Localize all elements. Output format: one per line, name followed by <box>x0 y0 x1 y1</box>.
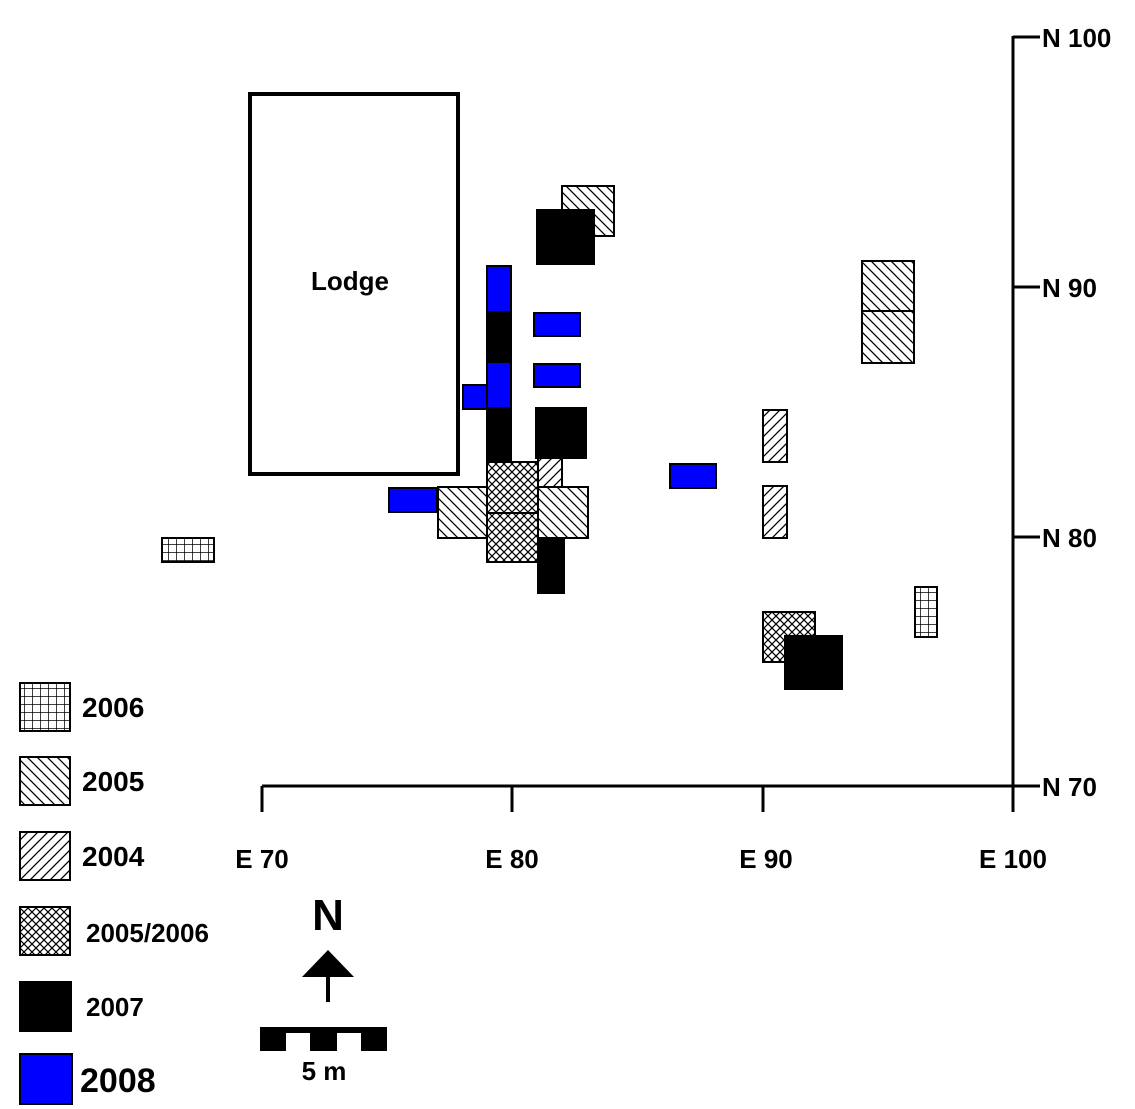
lodge-label: Lodge <box>311 266 389 296</box>
lodge: Lodge <box>248 92 460 476</box>
scale-bar: 5 m <box>260 1027 387 1086</box>
legend-swatch-crosshatch <box>19 906 71 956</box>
unit-2007 <box>784 635 843 690</box>
unit-2006 <box>161 537 215 563</box>
unit-2008 <box>533 312 581 337</box>
unit-2007 <box>535 407 587 459</box>
legend-label: 2004 <box>82 841 145 872</box>
x-tick-label: E 100 <box>979 844 1047 874</box>
unit-2008 <box>462 384 488 410</box>
legend-swatch-grid <box>19 682 71 732</box>
unit-2008 <box>388 487 438 513</box>
north-arrow-icon <box>302 950 354 977</box>
unit-2008 <box>486 361 512 409</box>
grid-axes <box>260 35 1040 812</box>
unit-2007 <box>536 209 595 265</box>
excavation-units <box>161 185 938 690</box>
y-tick-label: N 80 <box>1042 523 1097 553</box>
legend-labels: 2006 2005 2004 2005/2006 2007 2008 <box>80 692 209 1100</box>
legend-label: 2008 <box>80 1062 156 1100</box>
legend-swatch-hatch-forward <box>19 831 71 881</box>
legend-swatch-solid-blue <box>19 1053 73 1105</box>
scale-label: 5 m <box>302 1056 347 1086</box>
legend-label: 2006 <box>82 692 144 723</box>
unit-2005 <box>537 486 589 539</box>
unit-2008 <box>669 463 717 489</box>
unit-2005 <box>437 486 489 539</box>
legend-label: 2005/2006 <box>86 918 209 948</box>
legend-label: 2005 <box>82 766 144 797</box>
x-tick-label: E 90 <box>739 844 793 874</box>
north-label: N <box>312 891 344 940</box>
y-tick-label: N 100 <box>1042 23 1111 53</box>
unit-2004 <box>762 409 788 463</box>
unit-2005 <box>861 310 915 364</box>
unit-2007 <box>486 311 512 363</box>
unit-2005-2006 <box>486 512 539 563</box>
unit-2007 <box>537 537 565 594</box>
x-tick-label: E 70 <box>235 844 289 874</box>
x-tick-label: E 80 <box>485 844 539 874</box>
unit-2005 <box>861 260 915 312</box>
north-arrow: N <box>302 891 354 1002</box>
unit-2004 <box>762 485 788 539</box>
legend-label: 2007 <box>86 992 144 1022</box>
unit-2004 <box>537 457 563 488</box>
y-tick-label: N 90 <box>1042 273 1097 303</box>
unit-2008 <box>533 363 581 388</box>
unit-2007 <box>486 407 512 463</box>
legend <box>19 682 73 1105</box>
legend-swatch-hatch-back <box>19 756 71 806</box>
x-axis-labels: E 70 E 80 E 90 E 100 <box>235 844 1047 874</box>
legend-swatch-solid-black <box>19 981 72 1032</box>
unit-2006 <box>914 586 938 638</box>
unit-2005-2006 <box>486 461 539 514</box>
unit-2008 <box>486 265 512 313</box>
y-axis-labels: N 100 N 90 N 80 N 70 <box>1042 23 1111 802</box>
y-tick-label: N 70 <box>1042 772 1097 802</box>
